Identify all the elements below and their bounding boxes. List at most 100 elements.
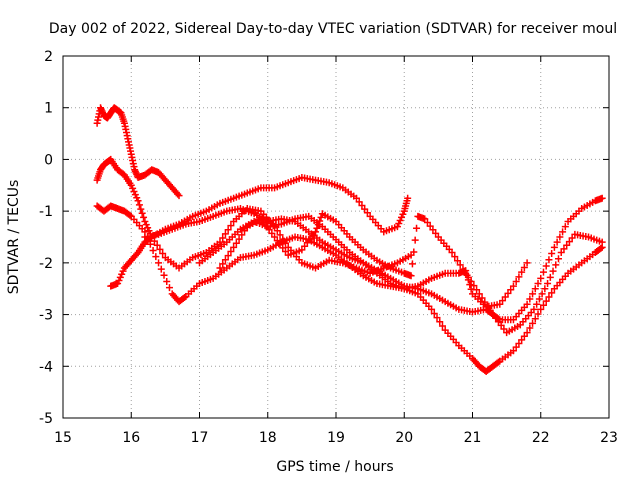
data-point [523,329,531,337]
y-axis-label: SDTVAR / TECUs [6,180,22,295]
grid [63,56,609,418]
data-point [355,198,363,206]
data-point [486,306,494,314]
data-point [262,222,270,230]
data-point [552,261,560,269]
data-point [316,217,324,225]
data-point [133,194,141,202]
data-point [545,256,553,264]
data-point [271,233,279,241]
data-point [265,226,273,234]
data-point [118,270,126,278]
data-point [473,286,481,294]
data-point [133,250,141,258]
data-point [224,226,232,234]
data-point [138,209,146,217]
series-track-2 [93,155,415,277]
data-point [227,247,235,255]
data-point [230,243,238,251]
data-point [155,259,163,267]
x-axis-label: GPS time / hours [276,459,393,475]
x-tick-label: 19 [327,430,345,446]
data-point [430,310,438,318]
x-tick-label: 17 [191,430,209,446]
x-tick-label: 18 [259,430,277,446]
data-point [145,227,153,235]
data-point [235,235,243,243]
data-point [453,257,461,265]
data-point [114,280,122,288]
x-tick-label: 16 [122,430,140,446]
data-point [393,223,401,231]
plot-frame [62,55,610,419]
data-point [399,210,407,218]
data-point [530,305,538,313]
series-track-5 [141,194,606,324]
data-point [174,190,182,198]
data-point [423,219,431,227]
y-tick-label: -1 [39,204,53,220]
data-point [232,239,240,247]
data-point [500,325,508,333]
data-point [314,221,322,229]
data-point [149,246,157,254]
data-point [496,300,504,308]
data-point [436,318,444,326]
data-point [492,314,500,322]
data-point [541,285,549,293]
data-point [553,238,561,246]
data-point [309,231,317,239]
data-point [157,265,165,273]
data-point [421,215,429,223]
data-point [135,201,143,209]
data-point [411,236,419,244]
data-point [429,226,437,234]
data-point [221,256,229,264]
data-point [268,229,276,237]
data-point [556,233,564,241]
data-point [533,300,541,308]
data-point [456,261,464,269]
x-tick-label: 23 [600,430,618,446]
series-track-7 [216,210,606,337]
data-point [512,277,520,285]
y-tick-label: -3 [39,308,53,324]
data-point [146,240,154,248]
data-point [165,284,173,292]
data-point [531,285,539,293]
data-points [93,104,606,375]
data-point [534,310,542,318]
data-point [534,280,542,288]
x-tick-label: 22 [532,430,550,446]
data-point [560,245,568,253]
data-point [497,321,505,329]
data-point [227,222,235,230]
data-point [489,311,497,319]
data-point [512,343,520,351]
x-tick-label: 21 [464,430,482,446]
data-point [539,301,547,309]
data-point [396,216,404,224]
data-point [509,347,517,355]
data-point [137,205,145,213]
data-point [175,192,183,200]
data-point [432,229,440,237]
data-point [597,244,605,252]
data-point [363,209,371,217]
data-point [358,201,366,209]
data-point [545,293,553,301]
data-point [484,302,492,310]
data-point [276,231,284,239]
data-point [520,264,528,272]
data-point [520,332,528,340]
data-point [518,336,526,344]
data-point [216,238,224,246]
data-point [561,223,569,231]
data-point [448,249,456,257]
data-point [131,191,139,199]
data-point [142,221,150,229]
data-point [398,213,406,221]
data-point [481,298,489,306]
x-tick-label: 15 [54,430,72,446]
data-point [470,282,478,290]
